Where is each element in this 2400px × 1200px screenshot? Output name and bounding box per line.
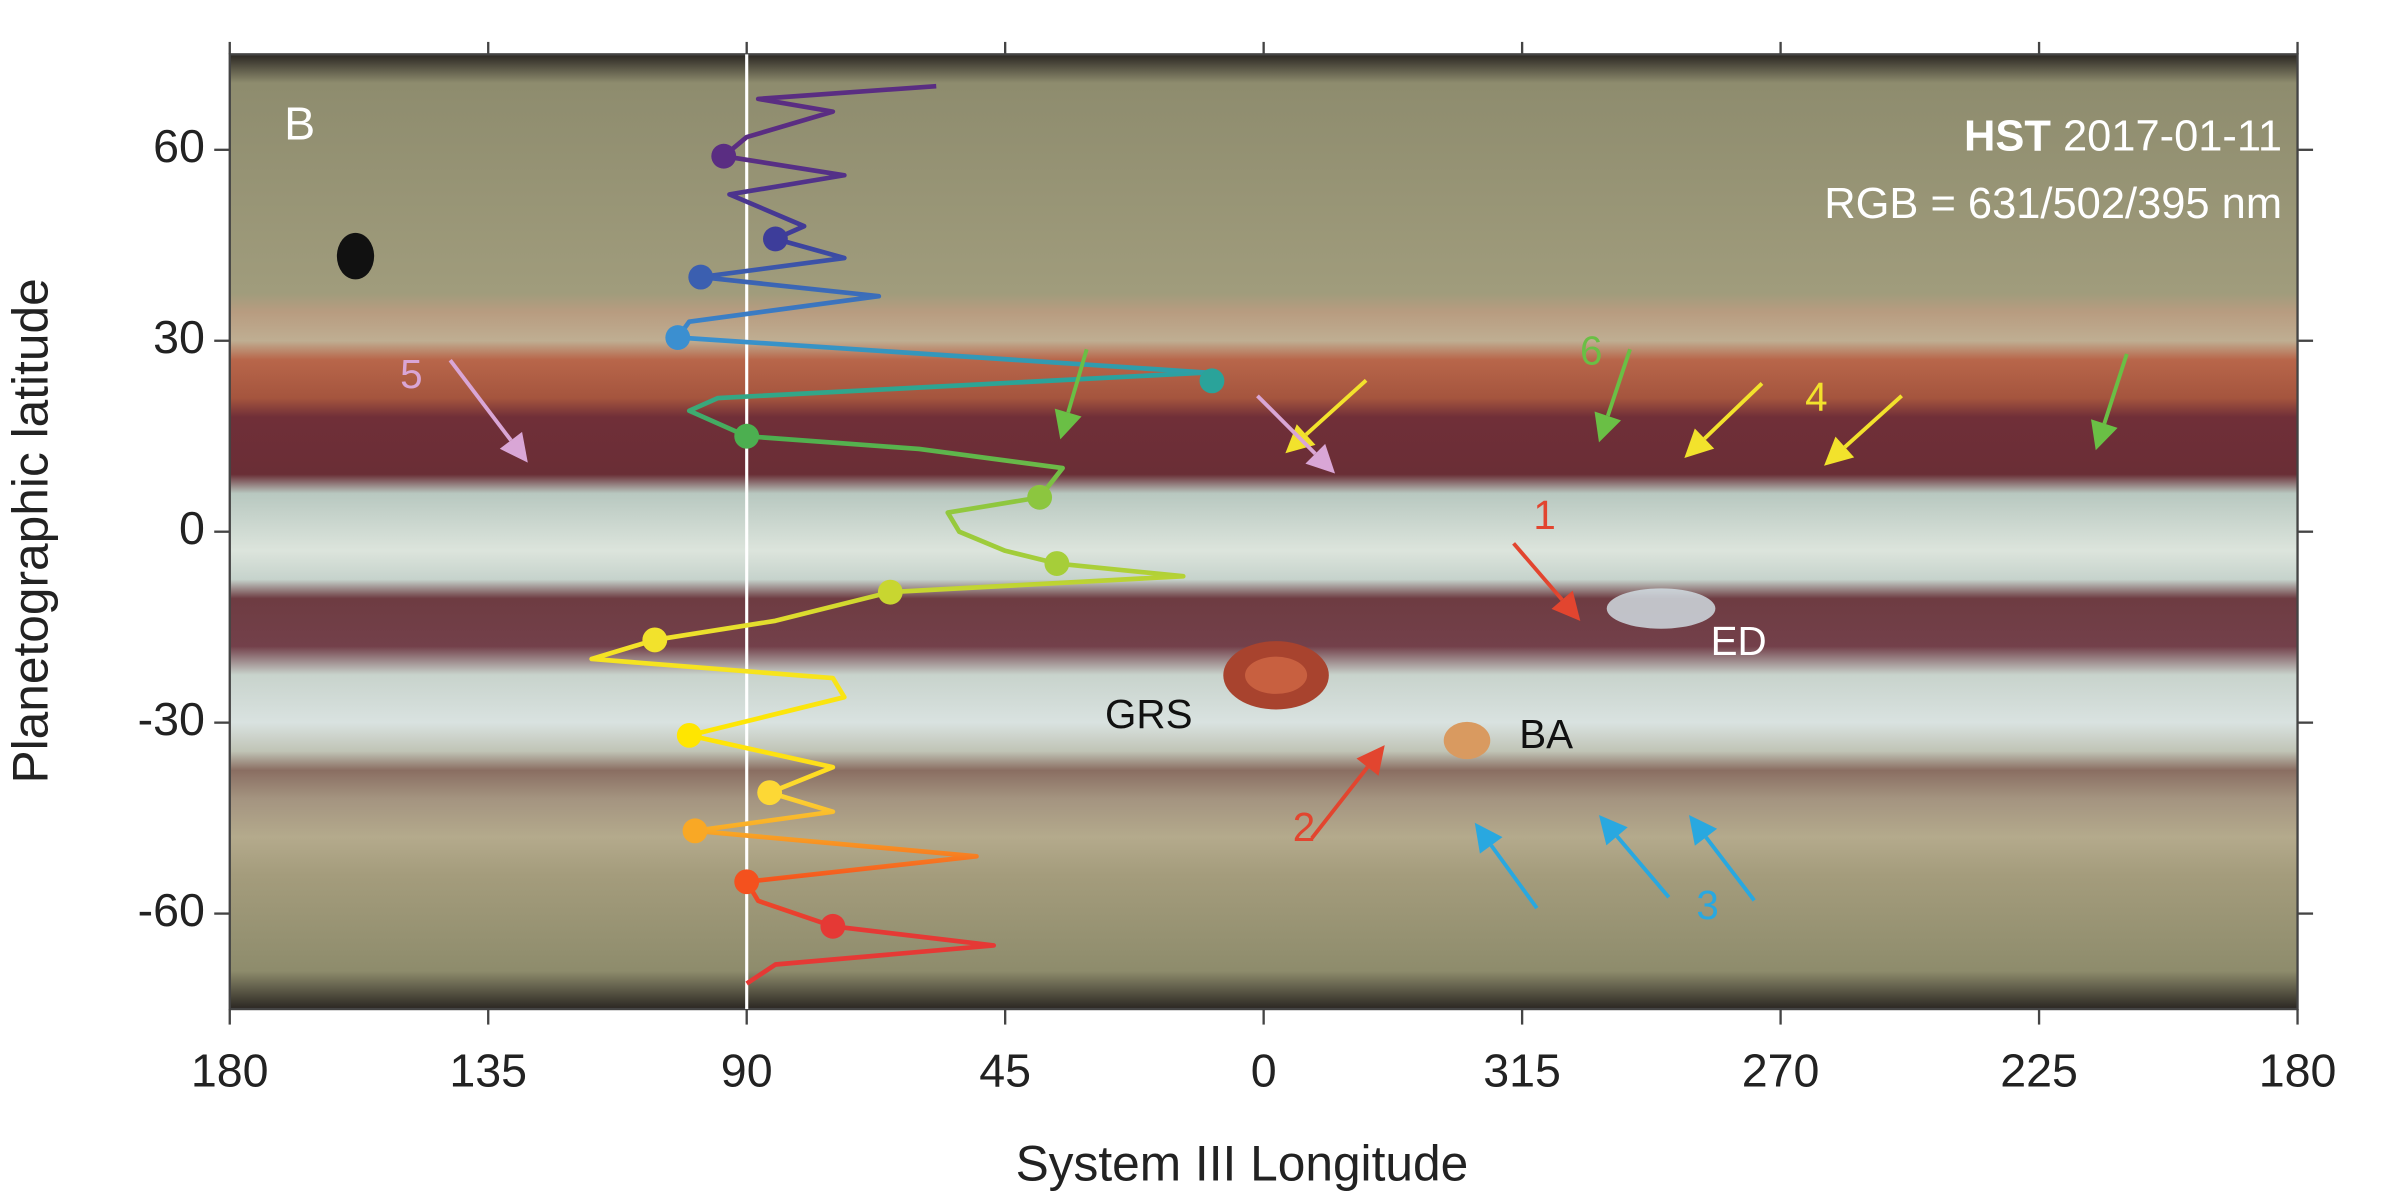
hst-label: HST bbox=[1964, 113, 2051, 161]
map bbox=[229, 54, 2298, 1010]
arrow-head bbox=[1054, 408, 1082, 440]
annotation: ED bbox=[1711, 618, 1767, 664]
annotation: 1 bbox=[1533, 492, 1555, 538]
y-axis-label: Planetographic latitude bbox=[2, 278, 58, 783]
x-tick-label: 270 bbox=[1742, 1045, 1820, 1097]
moon-shadow bbox=[336, 232, 375, 280]
y-tick-label: 60 bbox=[153, 120, 205, 172]
profile-marker bbox=[757, 780, 783, 806]
date: 2017-01-11 bbox=[2063, 113, 2282, 161]
annotation: 5 bbox=[400, 351, 422, 397]
profile-marker bbox=[763, 226, 788, 252]
annotation: GRS bbox=[1105, 691, 1192, 737]
profile-marker bbox=[665, 325, 691, 350]
arrow-shaft bbox=[1066, 348, 1089, 414]
arrow-shaft bbox=[1304, 378, 1368, 437]
x-tick-label: 180 bbox=[2259, 1045, 2337, 1097]
x-tick-label: 135 bbox=[449, 1045, 527, 1097]
arrow-shaft bbox=[1704, 836, 1756, 902]
x-axis-label: System III Longitude bbox=[1016, 1136, 1469, 1192]
profile-marker bbox=[820, 913, 846, 939]
y-tick-label: -30 bbox=[138, 693, 205, 745]
panel-label: B bbox=[284, 98, 315, 150]
annotation: 2 bbox=[1293, 804, 1315, 850]
profile-marker bbox=[877, 579, 903, 605]
arrow-head bbox=[1598, 815, 1628, 846]
profile-marker bbox=[711, 143, 737, 169]
arrow-head bbox=[499, 431, 528, 463]
profile-marker bbox=[676, 722, 702, 748]
profile-marker bbox=[734, 423, 760, 449]
y-tick-label: 0 bbox=[179, 502, 205, 554]
arrow-head bbox=[1824, 436, 1855, 466]
arrow-shaft bbox=[448, 358, 513, 442]
oval-ba bbox=[1443, 721, 1491, 760]
profile-marker bbox=[1027, 484, 1053, 510]
profile-marker bbox=[1044, 551, 1070, 576]
annotation: 4 bbox=[1805, 374, 1827, 420]
arrow-shaft bbox=[1843, 394, 1903, 449]
profile-marker bbox=[688, 264, 714, 290]
arrow-head bbox=[1305, 443, 1336, 474]
arrow-shaft bbox=[1615, 835, 1671, 899]
profile-marker bbox=[682, 818, 708, 844]
great-red-spot-core bbox=[1245, 656, 1308, 694]
profile-marker bbox=[642, 627, 668, 653]
y-tick-label: 30 bbox=[153, 311, 205, 363]
hst-caption: HST 2017-01-11 bbox=[1964, 113, 2282, 161]
y-tick-label: -60 bbox=[138, 884, 205, 936]
rgb-caption: RGB = 631/502/395 nm bbox=[1824, 180, 2282, 228]
annotation: BA bbox=[1519, 711, 1573, 757]
arrow-shaft bbox=[1310, 765, 1370, 840]
x-tick-label: 90 bbox=[721, 1045, 773, 1097]
annotation: 6 bbox=[1580, 328, 1602, 374]
arrow-shaft bbox=[1489, 844, 1539, 910]
arrow-head bbox=[1594, 411, 1622, 443]
arrow-head bbox=[1689, 815, 1718, 846]
wind-profile bbox=[589, 83, 1209, 986]
x-tick-label: 0 bbox=[1251, 1045, 1277, 1097]
x-tick-label: 180 bbox=[191, 1045, 269, 1097]
arrow-shaft bbox=[1605, 348, 1632, 417]
arrow-head bbox=[1684, 428, 1715, 458]
jupiter-map bbox=[229, 54, 2298, 1010]
arrow-shaft bbox=[2102, 353, 2129, 425]
x-tick-label: 315 bbox=[1483, 1045, 1561, 1097]
annotation: 3 bbox=[1696, 882, 1718, 928]
arrow-head bbox=[1474, 822, 1503, 854]
arrow-head bbox=[2091, 419, 2118, 451]
x-tick-label: 225 bbox=[2000, 1045, 2078, 1097]
eddy bbox=[1606, 588, 1716, 629]
arrow-head bbox=[1356, 745, 1385, 776]
arrow-shaft bbox=[1703, 382, 1764, 441]
arrow-head bbox=[1551, 590, 1581, 621]
x-tick-label: 45 bbox=[979, 1045, 1031, 1097]
profile-marker bbox=[734, 869, 760, 895]
profile-marker bbox=[1199, 368, 1225, 394]
arrow-shaft bbox=[1256, 394, 1317, 456]
arrow-shaft bbox=[1512, 542, 1564, 602]
